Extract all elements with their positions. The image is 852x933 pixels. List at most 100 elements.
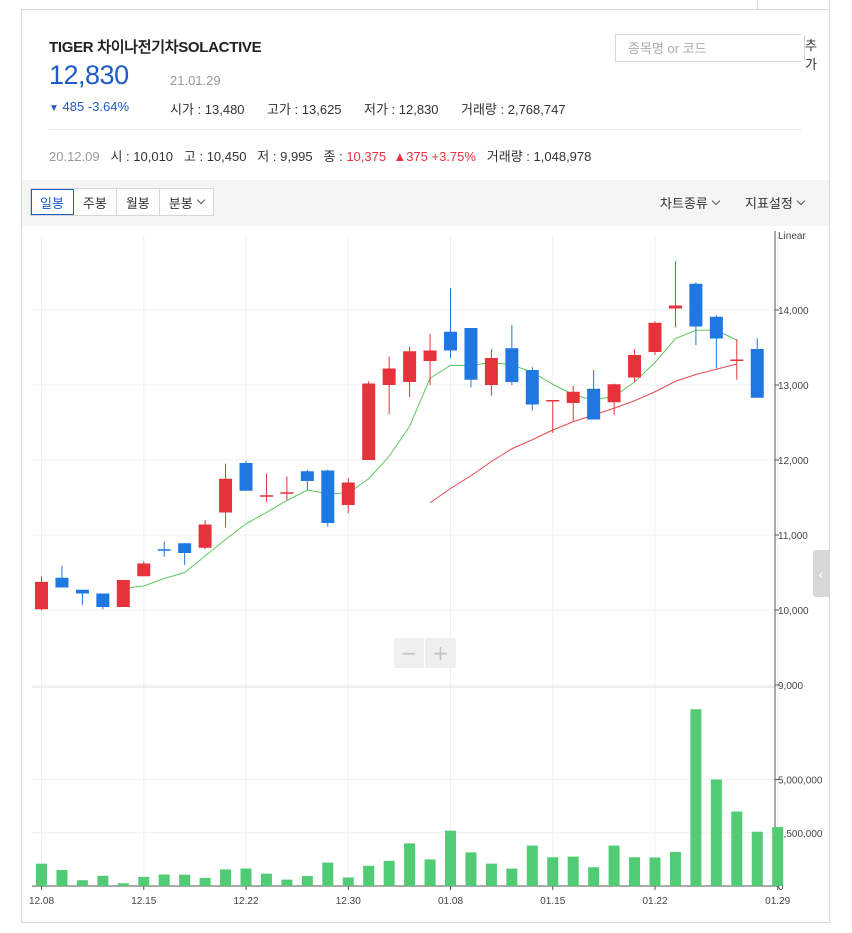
candle-down: [239, 463, 253, 491]
candle-up: [566, 391, 580, 403]
candle-up: [137, 563, 151, 577]
volume-bar: [424, 859, 436, 886]
tab-daily[interactable]: 일봉: [31, 189, 74, 215]
tab-minute[interactable]: 분봉: [159, 189, 213, 215]
volume-bar: [669, 851, 681, 886]
hover-open: 10,010: [133, 149, 174, 164]
chevron-left-icon: ‹: [818, 565, 824, 582]
date-tick-label: 01.29: [765, 896, 790, 907]
volume-bar: [547, 857, 559, 886]
price-date: 21.01.29: [170, 73, 221, 88]
stock-name: TIGER 차이나전기차SOLACTIVE: [49, 39, 262, 56]
candle-up: [280, 492, 294, 494]
hover-date: 20.12.09: [49, 149, 100, 164]
volume-bar: [608, 845, 620, 886]
date-tick-label: 01.08: [438, 896, 463, 907]
volume-bar: [342, 877, 354, 886]
down-arrow-icon: ▼: [49, 103, 59, 114]
hover-high: 10,450: [206, 149, 247, 164]
volume-bar: [363, 865, 375, 886]
volume-bar: [117, 883, 129, 886]
date-tick-label: 12.15: [131, 896, 156, 907]
tab-weekly[interactable]: 주봉: [73, 189, 117, 215]
candle-down: [709, 316, 723, 339]
price-tick-label: 12,000: [778, 456, 809, 467]
volume-bar: [485, 863, 497, 886]
volume-tick-label: 0: [778, 882, 784, 893]
candle-up: [362, 383, 376, 460]
period-tabs: 일봉 주봉 월봉 분봉: [30, 188, 214, 216]
candle-down: [587, 388, 601, 420]
zoom-in-button[interactable]: +: [425, 638, 456, 668]
indicator-menu[interactable]: 지표설정: [745, 193, 806, 212]
volume-bar: [97, 875, 109, 886]
candle-down: [464, 328, 478, 380]
zoom-out-button[interactable]: −: [394, 638, 425, 668]
chart-type-menu[interactable]: 차트종류: [660, 193, 721, 212]
volume-bar: [322, 862, 334, 886]
candle-up: [607, 384, 621, 403]
volume-bar: [220, 869, 232, 886]
search-input[interactable]: [616, 35, 804, 61]
candle-up: [730, 359, 744, 361]
volume-bar: [710, 779, 722, 886]
volume-bar: [445, 830, 456, 886]
candle-down: [525, 370, 539, 405]
date-tick-label: 12.08: [29, 896, 54, 907]
volume-bar: [179, 874, 191, 886]
volume-tick-label: 2,500,000: [778, 829, 823, 840]
tab-monthly[interactable]: 월봉: [116, 189, 160, 215]
candle-down: [96, 593, 110, 607]
candle-up: [382, 368, 396, 385]
volume-bar: [260, 873, 272, 886]
volume-bar: [199, 877, 211, 886]
hover-change: 375 +3.75%: [406, 149, 476, 164]
candle-up: [259, 495, 273, 497]
candle-down: [300, 471, 314, 481]
candle-up: [116, 580, 130, 607]
hover-info-row: 20.12.09 시 : 10,010 고 : 10,450 저 : 9,995…: [49, 149, 592, 164]
low-price: 저가 : 12,830: [364, 102, 439, 117]
price-tick-label: 13,000: [778, 381, 809, 392]
candle-down: [321, 470, 335, 523]
date-tick-label: 12.22: [233, 896, 258, 907]
candle-down: [157, 549, 171, 551]
add-button[interactable]: 추가: [804, 35, 817, 72]
date-tick-label: 01.22: [642, 896, 667, 907]
candle-up: [198, 524, 212, 548]
divider: [49, 129, 801, 130]
volume-bar: [629, 857, 641, 886]
candle-down: [689, 283, 703, 327]
high-price: 고가 : 13,625: [267, 102, 342, 117]
volume-bar: [772, 827, 784, 886]
side-panel-toggle[interactable]: ‹: [813, 550, 829, 597]
candle-down: [178, 543, 192, 553]
candle-down: [505, 348, 519, 382]
hover-volume: 1,048,978: [533, 149, 592, 164]
candle-up: [648, 322, 662, 352]
volume-bar: [36, 863, 47, 886]
candle-down: [444, 331, 457, 351]
volume-bar: [690, 709, 702, 886]
volume-bar: [526, 845, 538, 886]
current-price: 12,830: [49, 60, 129, 90]
zoom-controls: − +: [394, 638, 456, 668]
stock-search: 추가: [615, 34, 817, 72]
volume-bar: [731, 811, 743, 886]
candle-up: [628, 355, 642, 378]
scale-label: Linear: [778, 231, 806, 242]
candle-up: [403, 351, 417, 382]
volume-bar: [567, 856, 579, 886]
volume-bar: [751, 831, 763, 886]
volume-bar: [158, 874, 170, 886]
volume-bar: [506, 868, 518, 886]
hover-close: 10,375: [346, 149, 387, 164]
volume-bar: [240, 868, 252, 886]
candle-up: [35, 581, 48, 610]
volume-bar: [588, 867, 600, 886]
volume-bar: [138, 876, 150, 886]
volume-bar: [404, 843, 416, 886]
up-arrow-icon: ▲: [393, 149, 407, 164]
volume-bar: [281, 879, 293, 886]
